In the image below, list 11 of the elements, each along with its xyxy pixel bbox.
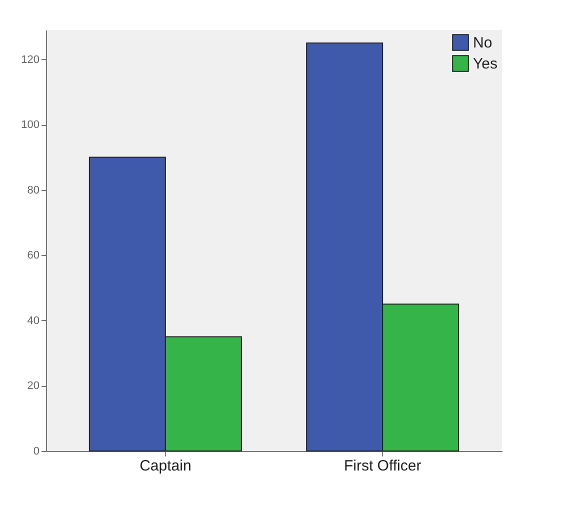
legend-label: Yes xyxy=(473,56,498,72)
x-tick-label: First Officer xyxy=(344,458,422,474)
x-tick-label: Captain xyxy=(140,458,192,474)
y-tick-label: 100 xyxy=(21,119,40,132)
y-tick-label: 20 xyxy=(27,380,40,392)
y-tick-label: 60 xyxy=(27,250,40,262)
y-tick-label: 40 xyxy=(27,314,40,327)
y-tick-label: 120 xyxy=(21,54,40,66)
legend-label: No xyxy=(473,34,492,52)
y-tick-label: 80 xyxy=(27,184,40,196)
y-tick-label: 0 xyxy=(33,446,40,458)
